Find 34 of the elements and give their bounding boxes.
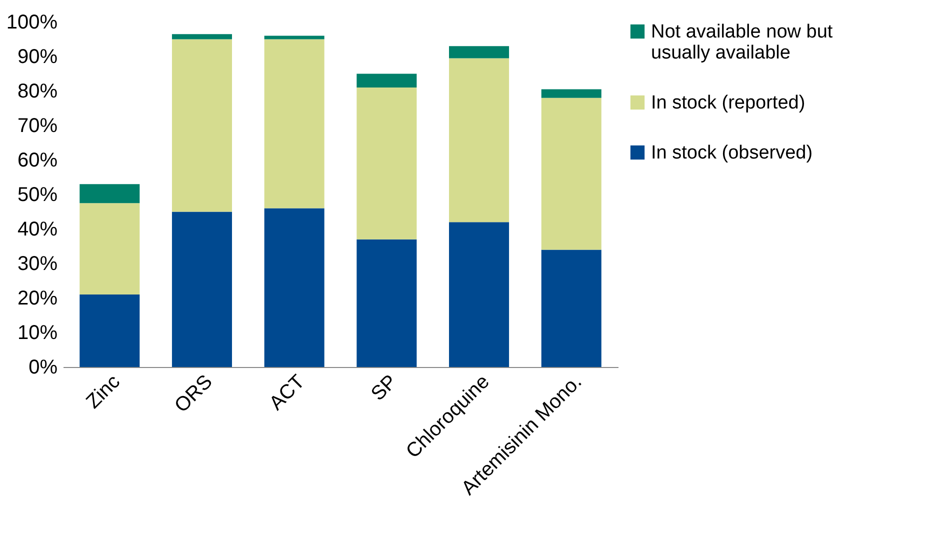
y-tick-label: 80% (17, 80, 58, 102)
bar (541, 250, 602, 367)
legend-label: In stock (observed) (651, 142, 813, 164)
bar (449, 58, 510, 222)
bar (80, 184, 140, 204)
bar (356, 239, 417, 367)
y-tick-label: 40% (17, 218, 58, 240)
bar (356, 88, 417, 240)
bar (172, 212, 232, 367)
y-tick-label: 100% (6, 12, 58, 34)
bar (172, 39, 232, 212)
x-tick-label: Zinc (82, 370, 124, 414)
x-tick-label: SP (367, 370, 402, 406)
bar (449, 222, 510, 367)
bar (80, 294, 140, 367)
bar (264, 208, 324, 367)
y-tick-label: 70% (17, 115, 58, 137)
y-tick-label: 20% (17, 288, 58, 310)
bar (80, 203, 140, 295)
bar (172, 34, 232, 40)
bar (541, 98, 602, 250)
legend-label: Not available now but usually available (651, 22, 834, 64)
bar (449, 46, 510, 58)
y-tick-label: 30% (17, 253, 58, 275)
y-tick-label: 10% (17, 322, 58, 344)
bar (541, 89, 602, 98)
bar (264, 36, 324, 40)
legend-label: In stock (reported) (651, 92, 806, 114)
y-tick-label: 90% (17, 46, 58, 68)
bar (264, 39, 324, 208)
bar (356, 74, 417, 88)
y-tick-label: 60% (17, 150, 58, 172)
y-tick-label: 0% (28, 356, 58, 378)
y-tick-label: 50% (17, 184, 58, 206)
